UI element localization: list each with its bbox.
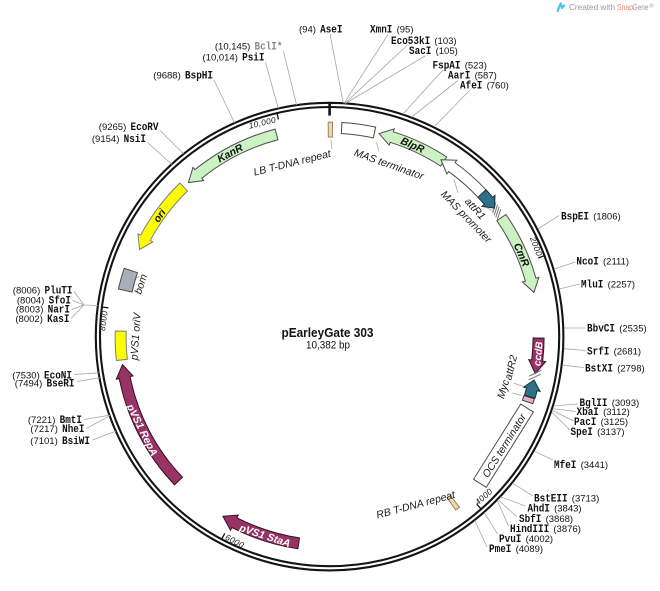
svg-text:(7221): (7221) (28, 415, 55, 426)
svg-text:ccdB: ccdB (532, 341, 545, 366)
svg-text:8000: 8000 (97, 310, 110, 331)
svg-text:(103): (103) (434, 36, 456, 47)
svg-text:SpeI: SpeI (571, 427, 593, 439)
svg-text:(9265): (9265) (99, 122, 126, 133)
svg-text:pVS1 oriV: pVS1 oriV (128, 312, 143, 362)
svg-text:NcoI: NcoI (576, 257, 598, 269)
svg-text:(95): (95) (397, 25, 414, 36)
svg-text:BstXI: BstXI (585, 364, 613, 376)
svg-text:BspEI: BspEI (561, 212, 589, 224)
svg-text:AhdI: AhdI (528, 503, 550, 515)
svg-text:(7101): (7101) (30, 436, 57, 447)
svg-text:NarI: NarI (48, 305, 70, 317)
svg-text:PsiI: PsiI (242, 53, 264, 65)
svg-text:(9688): (9688) (153, 71, 180, 82)
svg-text:(9154): (9154) (92, 134, 119, 145)
svg-text:XbaI: XbaI (577, 407, 599, 419)
svg-text:(94): (94) (299, 25, 316, 36)
svg-text:BstEII: BstEII (534, 494, 568, 506)
svg-text:HindIII: HindIII (510, 524, 549, 536)
svg-text:BbvCI: BbvCI (587, 324, 615, 336)
svg-text:(2681): (2681) (614, 347, 641, 358)
svg-text:(3868): (3868) (546, 514, 573, 525)
svg-text:PacI: PacI (574, 417, 596, 429)
svg-text:BspHI: BspHI (185, 71, 213, 83)
svg-text:®: ® (650, 3, 654, 10)
svg-text:AarI: AarI (448, 71, 470, 83)
svg-text:PluTI: PluTI (45, 286, 73, 298)
svg-text:Gene: Gene (633, 2, 649, 12)
svg-text:(7494): (7494) (15, 379, 42, 390)
svg-text:EcoRV: EcoRV (131, 122, 159, 134)
svg-text:NsiI: NsiI (124, 134, 146, 146)
svg-text:BglII: BglII (580, 398, 608, 410)
svg-text:(3441): (3441) (581, 460, 608, 471)
svg-text:(10,014): (10,014) (203, 53, 238, 64)
svg-text:EcoNI: EcoNI (44, 371, 72, 383)
svg-text:(3713): (3713) (572, 494, 599, 505)
svg-text:(8006): (8006) (13, 286, 40, 297)
svg-text:MluI: MluI (581, 280, 603, 292)
svg-text:PmeI: PmeI (489, 544, 511, 556)
svg-text:(2111): (2111) (603, 257, 629, 268)
svg-text:(2257): (2257) (608, 280, 635, 291)
svg-text:SfoI: SfoI (49, 295, 71, 307)
svg-text:BclI*: BclI* (255, 42, 283, 54)
svg-text:attR2: attR2 (502, 354, 520, 381)
svg-text:(2798): (2798) (617, 364, 644, 375)
svg-text:(3137): (3137) (597, 427, 624, 438)
svg-text:10,382 bp: 10,382 bp (306, 340, 350, 352)
svg-text:(523): (523) (465, 61, 487, 72)
svg-text:(1806): (1806) (593, 212, 620, 223)
svg-text:(3112): (3112) (603, 407, 630, 418)
svg-text:(4002): (4002) (526, 534, 553, 545)
svg-text:(3843): (3843) (554, 503, 581, 514)
svg-text:(760): (760) (487, 81, 509, 92)
svg-text:AfeI: AfeI (460, 81, 482, 93)
svg-text:(10,145): (10,145) (215, 42, 250, 53)
svg-text:BseRI: BseRI (47, 379, 75, 391)
svg-text:Myc: Myc (495, 378, 512, 401)
svg-text:SacI: SacI (409, 46, 431, 58)
svg-text:(3093): (3093) (612, 398, 639, 409)
svg-text:AseI: AseI (320, 25, 342, 37)
svg-text:Snap: Snap (617, 2, 633, 12)
svg-text:(4089): (4089) (516, 544, 543, 555)
svg-text:SrfI: SrfI (587, 347, 609, 359)
svg-text:(8003): (8003) (16, 305, 43, 316)
svg-text:Created with: Created with (569, 2, 615, 12)
svg-text:Eco53kI: Eco53kI (391, 36, 430, 48)
svg-text:(2535): (2535) (619, 324, 646, 335)
svg-text:(7217): (7217) (30, 424, 57, 435)
svg-text:PvuI: PvuI (499, 534, 521, 546)
svg-text:KasI: KasI (47, 314, 69, 326)
svg-text:(587): (587) (475, 71, 497, 82)
svg-text:(3125): (3125) (601, 417, 628, 428)
svg-text:NheI: NheI (62, 424, 84, 436)
svg-text:FspAI: FspAI (433, 61, 461, 73)
svg-text:pEarleyGate 303: pEarleyGate 303 (282, 325, 374, 340)
svg-text:BmtI: BmtI (60, 415, 82, 427)
svg-text:(3876): (3876) (553, 524, 580, 535)
svg-text:(7530): (7530) (12, 371, 39, 382)
svg-text:SbfI: SbfI (519, 514, 541, 526)
svg-text:(8002): (8002) (15, 314, 42, 325)
svg-text:XmnI: XmnI (370, 25, 392, 37)
svg-text:BsiWI: BsiWI (62, 436, 90, 448)
svg-text:(8004): (8004) (17, 295, 44, 306)
svg-text:(105): (105) (436, 46, 458, 57)
svg-text:MfeI: MfeI (554, 460, 576, 472)
